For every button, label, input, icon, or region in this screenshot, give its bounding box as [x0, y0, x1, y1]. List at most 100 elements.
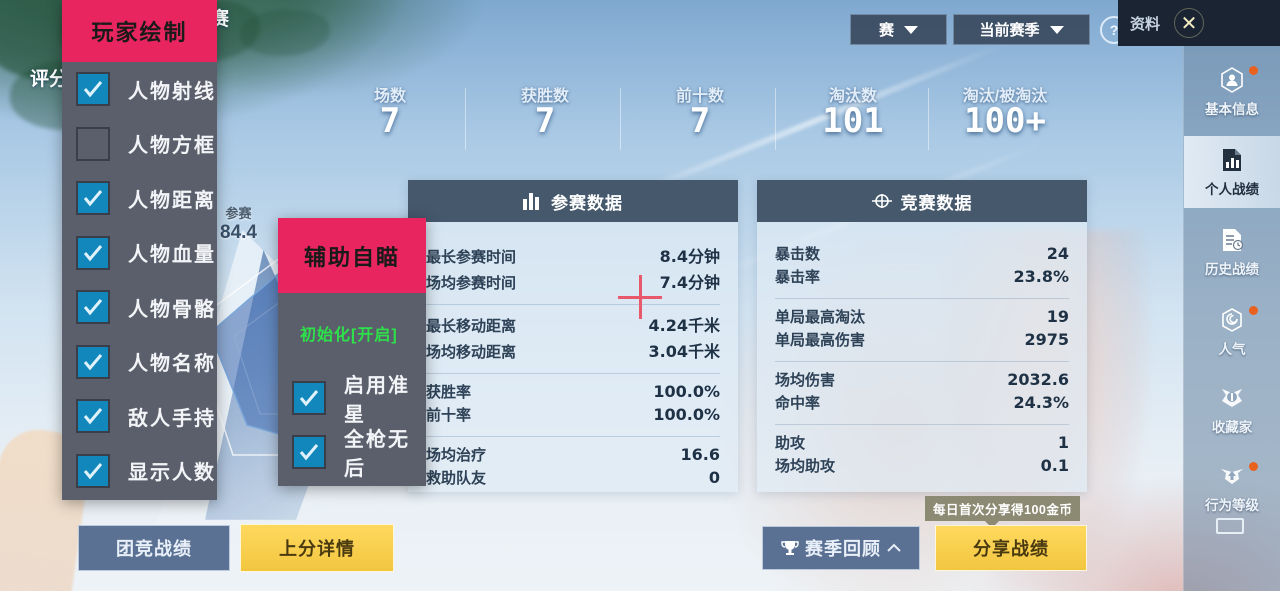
data-row: 场均治疗 16.6: [426, 443, 720, 466]
card-row-group: 最长参赛时间 8.4分钟 场均参赛时间 7.4分钟: [426, 236, 720, 305]
crosshair-icon: [871, 194, 892, 208]
check-icon: [83, 353, 103, 371]
right-sidebar: 基本信息 个人战绩 历史战绩: [1183, 0, 1280, 591]
card-combat-data-body: 暴击数 24 暴击率 23.8% 单局最高淘汰 19 单局最高伤害 2975 场…: [757, 222, 1087, 487]
option-label: 人物名称: [128, 353, 216, 376]
sidebar-item-behavior-level[interactable]: 行为等级: [1184, 452, 1280, 524]
overlay-draw-title[interactable]: 玩家绘制: [62, 0, 217, 62]
radar-label-value: 84.4: [220, 221, 257, 243]
row-value: 19: [1046, 307, 1069, 326]
dropdown-match-mode[interactable]: 赛: [850, 14, 947, 45]
data-row: 场均助攻 0.1: [775, 454, 1069, 477]
row-key: 场均参赛时间: [426, 275, 517, 292]
data-row: 获胜率 100.0%: [426, 380, 720, 403]
checkbox-checked[interactable]: [76, 399, 110, 434]
overlay-option-player-skeleton[interactable]: 人物骨骼: [62, 280, 217, 335]
foliage-blob: [240, 10, 330, 56]
row-key: 单局最高伤害: [775, 332, 866, 349]
sidebar-item-collector[interactable]: 收藏家: [1184, 374, 1280, 446]
data-row: 场均移动距离 3.04千米: [426, 337, 720, 363]
overlay-aim-status: 初始化[开启]: [300, 327, 398, 344]
row-value: 0: [708, 468, 720, 487]
data-row: 暴击数 24: [775, 242, 1069, 265]
overlay-option-enemy-weapon[interactable]: 敌人手持: [62, 389, 217, 444]
radar-value-label: 参赛 84.4: [220, 206, 257, 244]
row-key: 前十率: [426, 407, 472, 424]
checkbox-checked[interactable]: [76, 290, 110, 325]
notification-dot: [1249, 462, 1258, 471]
check-icon: [83, 462, 103, 480]
check-icon: [299, 390, 319, 407]
sidebar-item-label: 收藏家: [1211, 420, 1253, 435]
stat-value: 101: [822, 101, 884, 141]
overlay-option-player-name[interactable]: 人物名称: [62, 335, 217, 390]
card-combat-data-header: 竞赛数据: [757, 180, 1087, 222]
card-row-group: 单局最高淘汰 19 单局最高伤害 2975: [775, 299, 1069, 362]
card-match-data-header: 参赛数据: [408, 180, 738, 222]
stat-value: 7: [534, 101, 556, 141]
notification-dot: [1249, 66, 1258, 75]
share-record-button[interactable]: 分享战绩: [935, 525, 1087, 571]
data-row: 命中率 24.3%: [775, 391, 1069, 414]
history-document-icon: [1218, 226, 1246, 254]
rank-details-button[interactable]: 上分详情: [240, 524, 394, 572]
data-row: 救助队友 0: [426, 466, 720, 489]
row-value: 23.8%: [1013, 267, 1069, 286]
overlay-option-no-recoil[interactable]: 全枪无后: [278, 425, 426, 480]
checkbox-checked[interactable]: [76, 235, 110, 270]
person-badge-icon: [1218, 66, 1246, 94]
season-review-label: 赛季回顾: [805, 539, 881, 559]
overlay-option-enable-crosshair[interactable]: 启用准星: [278, 371, 426, 426]
overlay-option-player-box[interactable]: 人物方框: [62, 117, 217, 172]
stat-divider: [620, 88, 621, 150]
option-label: 敌人手持: [128, 407, 216, 430]
stat-kd: 淘汰/被淘汰 100+: [930, 82, 1080, 140]
row-value: 16.6: [680, 445, 720, 464]
stat-label: 淘汰/被淘汰: [962, 88, 1048, 105]
checkbox-checked[interactable]: [76, 181, 110, 216]
checkbox-checked[interactable]: [292, 381, 326, 415]
row-value: 7.4分钟: [659, 273, 720, 292]
overlay-aim-title[interactable]: 辅助自瞄: [278, 218, 426, 293]
stat-top10: 前十数 7: [625, 82, 775, 140]
sidebar-item-popularity[interactable]: 人气: [1184, 296, 1280, 368]
stat-label: 获胜数: [520, 88, 569, 105]
season-review-button[interactable]: 赛季回顾: [762, 526, 920, 570]
checkbox-unchecked[interactable]: [76, 126, 110, 161]
check-icon: [83, 408, 103, 425]
check-icon: [299, 444, 319, 461]
card-title: 参赛数据: [551, 193, 623, 213]
stat-label: 前十数: [675, 88, 724, 105]
card-match-data: 参赛数据 最长参赛时间 8.4分钟 场均参赛时间 7.4分钟 最长移动距离 4.…: [408, 180, 738, 492]
dropdown-match-mode-label: 赛: [878, 22, 894, 39]
chevron-down-icon: [1049, 25, 1064, 34]
team-record-button[interactable]: 团竞战绩: [78, 525, 230, 571]
row-key: 命中率: [775, 395, 821, 412]
row-key: 最长移动距离: [426, 318, 517, 335]
check-icon: [83, 299, 103, 316]
sidebar-item-history-record[interactable]: 历史战绩: [1184, 216, 1280, 288]
dropdown-season[interactable]: 当前赛季: [953, 14, 1090, 45]
close-icon[interactable]: ✕: [1174, 8, 1205, 38]
overlay-option-player-health[interactable]: 人物血量: [62, 226, 217, 281]
sidebar-item-basic-info[interactable]: 基本信息: [1184, 56, 1280, 128]
option-label: 人物方框: [128, 135, 216, 158]
stat-value: 7: [689, 101, 711, 141]
option-label: 人物血量: [128, 244, 216, 267]
checkbox-checked[interactable]: [76, 72, 110, 107]
trophy-icon: [781, 541, 799, 555]
row-value: 100.0%: [653, 382, 720, 401]
overlay-option-player-ray[interactable]: 人物射线: [62, 62, 217, 117]
stat-wins: 获胜数 7: [470, 82, 620, 140]
medal-icon: [1218, 384, 1246, 412]
checkbox-checked[interactable]: [76, 344, 110, 379]
checkbox-checked[interactable]: [292, 435, 326, 469]
data-row: 场均参赛时间 7.4分钟: [426, 268, 720, 294]
row-value: 4.24千米: [648, 316, 720, 335]
overlay-option-player-distance[interactable]: 人物距离: [62, 171, 217, 226]
more-icon[interactable]: [1216, 518, 1244, 534]
checkbox-checked[interactable]: [76, 453, 110, 488]
sidebar-item-personal-record[interactable]: 个人战绩: [1184, 136, 1280, 208]
overlay-option-show-count[interactable]: 显示人数: [62, 444, 217, 499]
row-value: 2032.6: [1007, 370, 1069, 389]
